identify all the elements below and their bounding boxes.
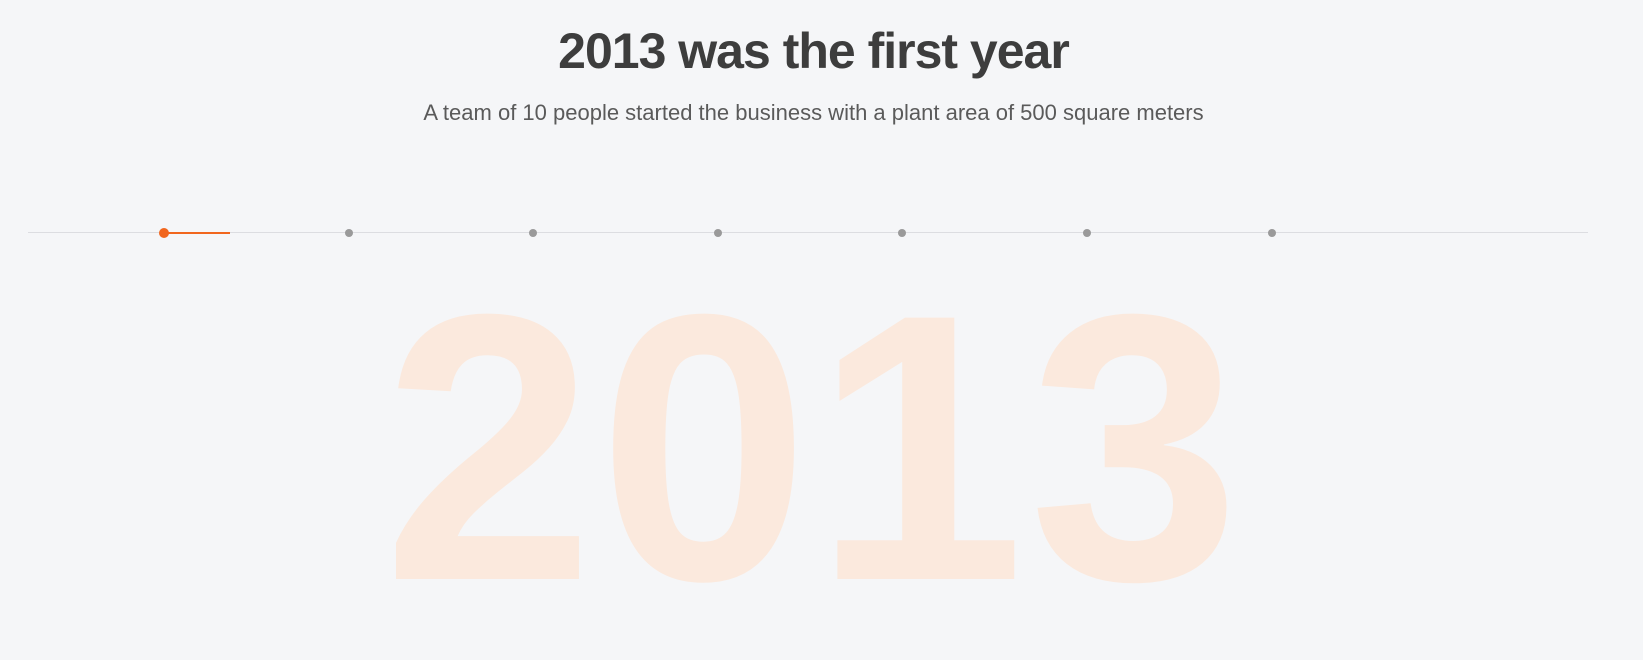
timeline-dot[interactable] <box>898 229 907 237</box>
timeline-dot[interactable] <box>344 229 353 237</box>
timeline-dot[interactable] <box>159 228 230 238</box>
slide-title: 2013 was the first year <box>558 23 1070 79</box>
timeline-track <box>28 232 1588 233</box>
timeline-progress-segment <box>164 232 230 234</box>
timeline-dot[interactable] <box>1083 229 1091 237</box>
timeline-dot[interactable] <box>529 229 538 237</box>
slide-subtitle: A team of 10 people started the business… <box>423 100 1204 125</box>
timeline-dot[interactable] <box>1267 229 1276 237</box>
timeline-dot[interactable] <box>713 229 722 237</box>
